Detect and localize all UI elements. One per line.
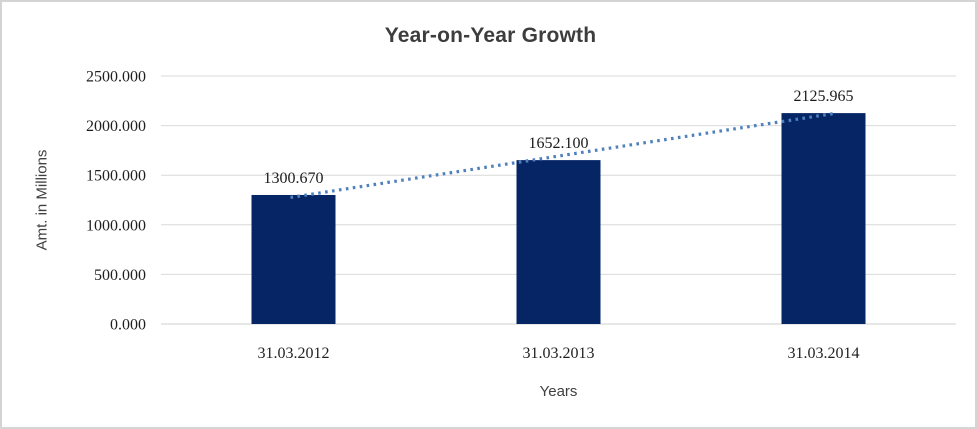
bar <box>516 160 601 324</box>
bar <box>251 194 336 324</box>
x-axis-title: Years <box>539 383 578 400</box>
y-tick-label: 1000.000 <box>86 217 146 234</box>
bar-data-label: 1300.670 <box>264 170 324 187</box>
y-tick-label: 2500.000 <box>86 69 146 86</box>
x-tick-label: 31.03.2012 <box>258 345 330 362</box>
x-tick-label: 31.03.2014 <box>788 345 860 362</box>
trendline <box>290 111 837 200</box>
x-tick-label: 31.03.2013 <box>523 345 595 362</box>
y-tick-label: 500.000 <box>94 267 146 284</box>
bar <box>781 113 866 324</box>
y-tick-label: 0.000 <box>110 317 146 334</box>
bar-data-label: 1652.100 <box>529 135 589 152</box>
y-tick-label: 2000.000 <box>86 118 146 135</box>
y-tick-label: 1500.000 <box>86 168 146 185</box>
chart-title: Year-on-Year Growth <box>384 24 597 47</box>
bar-data-label: 2125.965 <box>794 88 854 105</box>
